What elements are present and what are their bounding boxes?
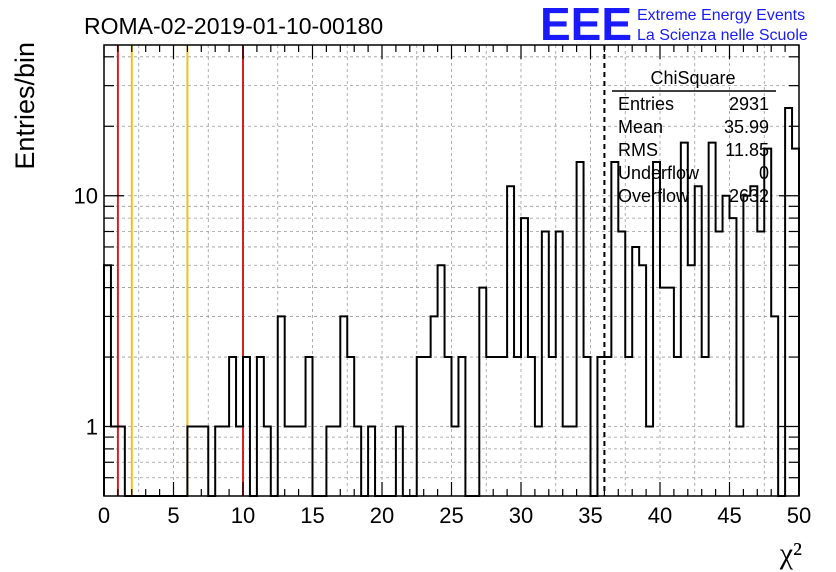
x-tick-label: 15 (300, 503, 324, 528)
x-tick-label: 30 (509, 503, 533, 528)
histogram-outline (103, 107, 800, 497)
x-tick-label: 50 (787, 503, 811, 528)
stats-label-rms: RMS (618, 140, 658, 160)
x-tick-label: 5 (167, 503, 179, 528)
stats-value-underflow: 0 (759, 163, 769, 183)
eee-logo-text: EEE (540, 0, 632, 50)
x-tick-label: 0 (98, 503, 110, 528)
x-tick-label: 45 (717, 503, 741, 528)
x-axis-label: χ² (779, 537, 802, 570)
stats-value-rms: 11.85 (725, 140, 769, 160)
stats-box: ChiSquare Entries 2931 Mean 35.99 RMS 11… (612, 68, 776, 206)
y-axis-label: Entries/bin (10, 42, 40, 170)
stats-label-mean: Mean (618, 117, 663, 137)
vertical-marker-lines (116, 45, 606, 496)
eee-logo-line1: Extreme Energy Events (637, 7, 805, 24)
stats-value-entries: 2931 (729, 94, 769, 114)
x-tick-labels: 0 5 10 15 20 25 30 35 40 45 50 (98, 503, 811, 528)
grid (104, 45, 799, 496)
stats-value-mean: 35.99 (724, 117, 769, 137)
y-tick-labels: 1 10 (74, 184, 98, 440)
axis-ticks (103, 45, 800, 496)
y-tick-label: 1 (86, 415, 98, 440)
stats-label-overflow: Overflow (618, 186, 690, 206)
stats-label-underflow: Underflow (618, 163, 700, 183)
eee-logo-line2: La Scienza nelle Scuole (637, 27, 808, 44)
stats-value-overflow: 2632 (729, 186, 769, 206)
chart-title: ROMA-02-2019-01-10-00180 (84, 13, 383, 39)
x-tick-label: 20 (370, 503, 394, 528)
x-tick-label: 25 (439, 503, 463, 528)
x-tick-label: 10 (231, 503, 255, 528)
stats-title: ChiSquare (650, 68, 735, 88)
x-tick-label: 40 (648, 503, 672, 528)
stats-label-entries: Entries (618, 94, 674, 114)
x-tick-label: 35 (578, 503, 602, 528)
y-tick-label: 10 (74, 184, 98, 209)
